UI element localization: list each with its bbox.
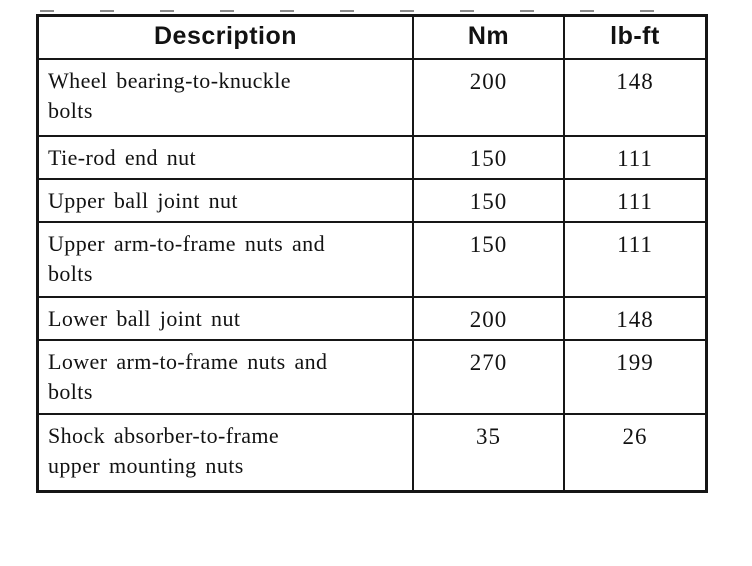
nm-cell: 150	[412, 177, 565, 223]
description-cell: Wheel bearing-to-knuckle bolts	[36, 57, 414, 137]
table-row: Lower ball joint nut 200 148	[36, 295, 708, 341]
table-row: Upper ball joint nut 150 111	[36, 177, 708, 223]
nm-cell: 270	[412, 338, 565, 415]
lbft-cell: 111	[563, 220, 708, 298]
header-lbft: lb-ft	[563, 14, 708, 60]
table-row: Wheel bearing-to-knuckle bolts 200 148	[36, 57, 708, 137]
torque-spec-table: Description Nm lb-ft Wheel bearing-to-kn…	[36, 14, 708, 493]
header-description: Description	[36, 14, 414, 60]
description-cell: Tie-rod end nut	[36, 134, 414, 180]
scan-noise-line	[40, 10, 690, 12]
lbft-cell: 199	[563, 338, 708, 415]
table-header-row: Description Nm lb-ft	[36, 14, 708, 60]
nm-cell: 35	[412, 412, 565, 493]
nm-cell: 150	[412, 134, 565, 180]
lbft-cell: 148	[563, 57, 708, 137]
description-cell: Lower arm-to-frame nuts and bolts	[36, 338, 414, 415]
description-cell: Upper ball joint nut	[36, 177, 414, 223]
description-cell: Lower ball joint nut	[36, 295, 414, 341]
table-row: Shock absorber-to-frame upper mounting n…	[36, 412, 708, 493]
description-cell: Shock absorber-to-frame upper mounting n…	[36, 412, 414, 493]
table-row: Lower arm-to-frame nuts and bolts 270 19…	[36, 338, 708, 415]
nm-cell: 200	[412, 57, 565, 137]
description-cell: Upper arm-to-frame nuts and bolts	[36, 220, 414, 298]
lbft-cell: 111	[563, 134, 708, 180]
nm-cell: 150	[412, 220, 565, 298]
table-row: Upper arm-to-frame nuts and bolts 150 11…	[36, 220, 708, 298]
lbft-cell: 111	[563, 177, 708, 223]
nm-cell: 200	[412, 295, 565, 341]
lbft-cell: 26	[563, 412, 708, 493]
lbft-cell: 148	[563, 295, 708, 341]
header-nm: Nm	[412, 14, 565, 60]
table-row: Tie-rod end nut 150 111	[36, 134, 708, 180]
